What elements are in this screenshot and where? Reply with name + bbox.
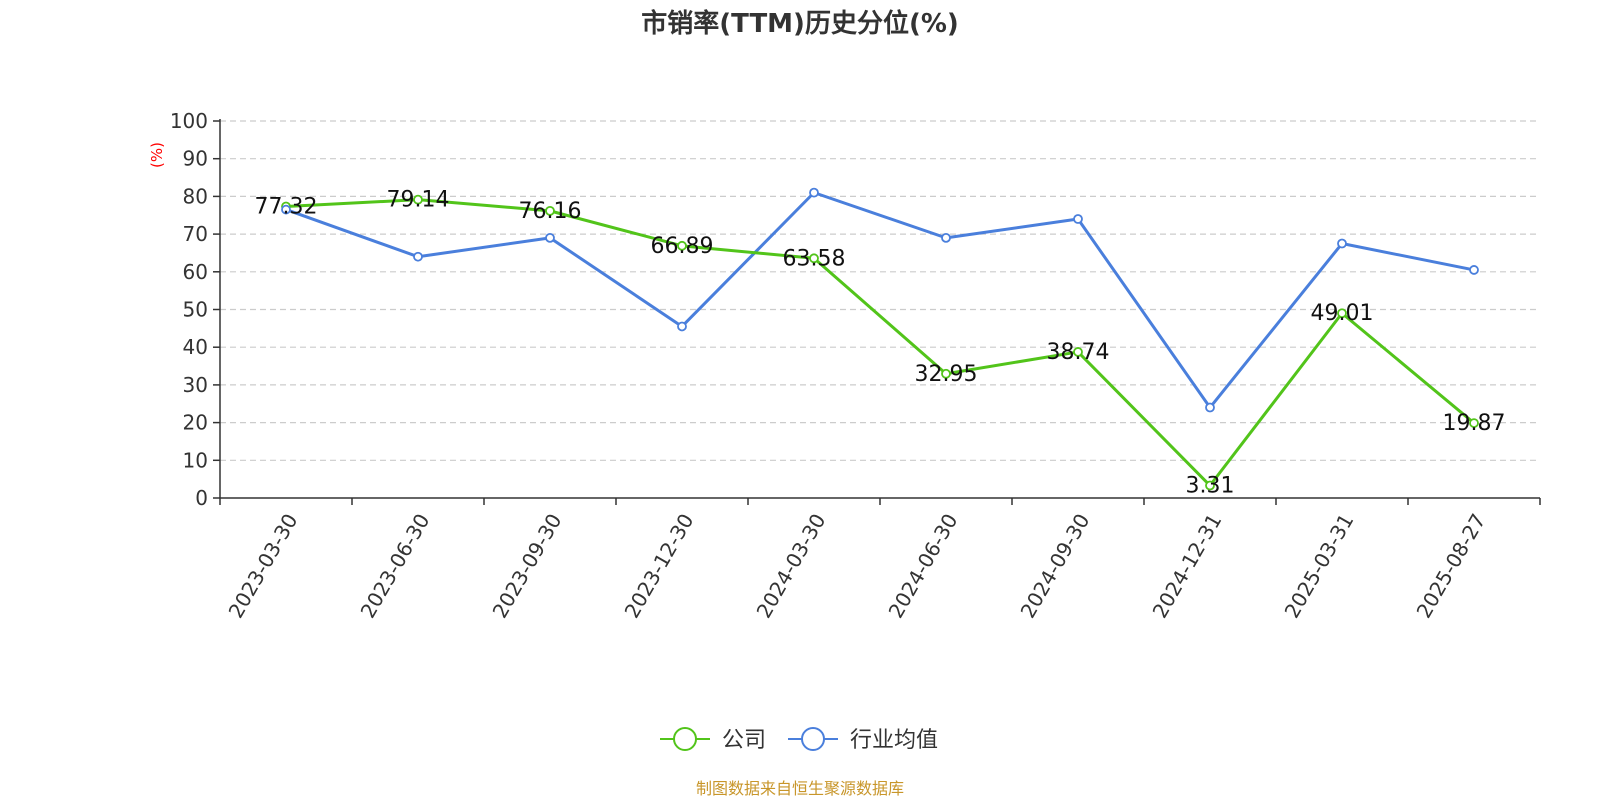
legend[interactable]: 公司 行业均值 — [660, 727, 938, 753]
data-point[interactable] — [545, 232, 555, 243]
data-point[interactable] — [809, 253, 819, 264]
data-label: 32.95 — [915, 362, 978, 387]
data-point[interactable] — [545, 205, 555, 216]
data-point[interactable] — [1337, 238, 1347, 249]
data-point[interactable] — [413, 251, 423, 262]
x-tick-label: 2024-06-30 — [884, 510, 963, 623]
data-label: 66.89 — [651, 234, 714, 259]
y-tick-label: 10 — [183, 448, 208, 472]
y-tick-label: 70 — [183, 222, 208, 246]
series-line-公司 — [285, 198, 1475, 488]
source-note: 制图数据来自恒生聚源数据库 — [696, 779, 904, 798]
x-tick-labels: 2023-03-30 2023-06-30 2023-09-30 2023-12-30… — [224, 510, 1491, 623]
data-label: 63.58 — [783, 246, 846, 271]
x-tick-label: 2023-12-30 — [620, 510, 699, 623]
x-tick-label: 2024-09-30 — [1016, 510, 1095, 623]
y-tick-label: 100 — [170, 109, 208, 133]
data-point[interactable] — [1205, 402, 1215, 413]
data-label: 79.14 — [387, 188, 450, 213]
x-tick-label: 2023-09-30 — [488, 510, 567, 623]
data-point[interactable] — [1337, 308, 1347, 319]
legend-item-行业均值[interactable]: 行业均值 — [788, 727, 938, 753]
data-labels: 77.32 79.14 76.16 66.89 63.58 32.95 38.74 3.31 4… — [255, 188, 1506, 499]
data-point[interactable] — [1205, 480, 1215, 491]
series-line-行业均值 — [285, 191, 1475, 410]
data-point[interactable] — [809, 187, 819, 198]
y-tick-label: 90 — [183, 147, 208, 171]
legend-label: 行业均值 — [850, 728, 938, 753]
x-tick-label: 2024-12-31 — [1148, 510, 1227, 623]
data-label: 19.87 — [1443, 411, 1506, 436]
y-tick-label: 50 — [183, 298, 208, 322]
y-tick-label: 60 — [183, 260, 208, 284]
legend-marker — [801, 727, 825, 751]
y-tick-label: 30 — [183, 373, 208, 397]
x-tick-label: 2025-08-27 — [1412, 510, 1491, 623]
data-point[interactable] — [677, 240, 687, 251]
y-tick-label: 0 — [195, 486, 208, 510]
x-tick-label: 2025-03-31 — [1280, 510, 1359, 623]
series-group — [281, 187, 1479, 491]
data-label: 38.74 — [1047, 340, 1110, 365]
x-tick-label: 2024-03-30 — [752, 510, 831, 623]
chart-title: 市销率(TTM)历史分位(%) — [641, 8, 959, 39]
data-point[interactable] — [941, 232, 951, 243]
legend-marker — [673, 727, 697, 751]
y-axis-label: (%) — [148, 142, 166, 168]
data-point[interactable] — [1469, 418, 1479, 428]
data-label: 3.31 — [1186, 474, 1235, 499]
x-tick-label: 2023-06-30 — [356, 510, 435, 623]
y-tick-label: 20 — [183, 411, 208, 435]
data-point[interactable] — [941, 368, 951, 379]
y-tick-labels: 0 10 20 30 40 50 60 70 80 90 100 — [170, 109, 208, 510]
data-point[interactable] — [281, 204, 291, 215]
data-label: 49.01 — [1311, 301, 1374, 326]
legend-label: 公司 — [722, 728, 766, 753]
x-tick-label: 2023-03-30 — [224, 510, 303, 623]
data-label: 77.32 — [255, 195, 318, 220]
grid-lines — [220, 120, 1540, 461]
legend-item-公司[interactable]: 公司 — [660, 727, 766, 753]
y-tick-label: 40 — [183, 335, 208, 359]
data-point[interactable] — [413, 194, 423, 205]
data-label: 76.16 — [519, 199, 582, 224]
data-point[interactable] — [1469, 265, 1479, 275]
y-tick-label: 80 — [183, 184, 208, 208]
axes — [213, 119, 1541, 505]
data-point[interactable] — [677, 321, 687, 332]
data-point[interactable] — [1073, 214, 1083, 224]
data-point[interactable] — [1073, 347, 1083, 357]
